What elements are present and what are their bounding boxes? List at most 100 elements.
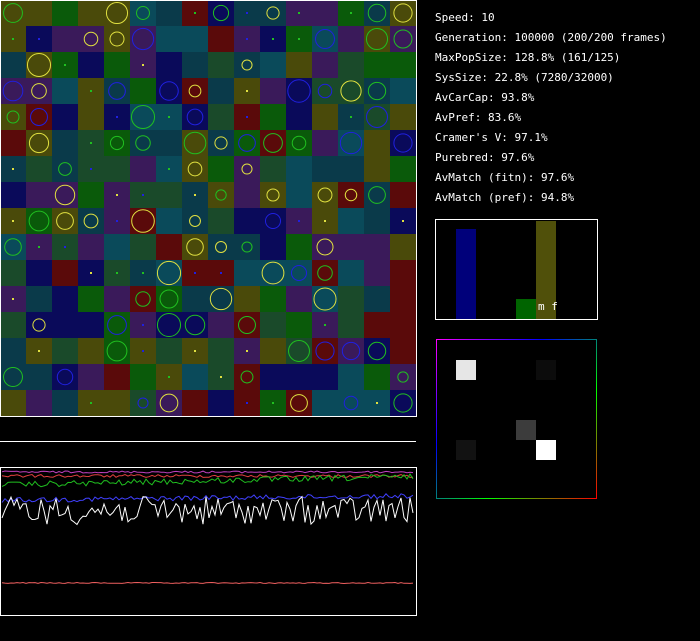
creature bbox=[28, 132, 50, 154]
food bbox=[194, 272, 196, 274]
creature bbox=[156, 312, 182, 338]
creature bbox=[137, 397, 149, 409]
food bbox=[298, 220, 300, 222]
cell bbox=[234, 52, 260, 78]
cell bbox=[260, 338, 286, 364]
cell bbox=[364, 234, 390, 260]
gene-label: m f bbox=[538, 300, 558, 313]
cell bbox=[52, 130, 78, 156]
food bbox=[38, 246, 40, 248]
food bbox=[402, 220, 404, 222]
cell bbox=[0, 130, 26, 156]
food bbox=[324, 324, 326, 326]
creature bbox=[366, 106, 388, 128]
cell bbox=[364, 286, 390, 312]
cell bbox=[130, 104, 156, 130]
cell bbox=[104, 390, 130, 416]
food bbox=[64, 246, 66, 248]
cell bbox=[104, 234, 130, 260]
creature bbox=[341, 341, 361, 361]
cell bbox=[26, 312, 52, 338]
cell bbox=[286, 182, 312, 208]
creature bbox=[367, 341, 387, 361]
history-line bbox=[1, 495, 414, 526]
cell bbox=[390, 364, 416, 390]
cell bbox=[0, 182, 26, 208]
history-line bbox=[1, 473, 414, 479]
cell bbox=[156, 0, 182, 26]
cell bbox=[182, 78, 208, 104]
creature bbox=[266, 6, 280, 20]
cell bbox=[338, 286, 364, 312]
creature bbox=[131, 27, 155, 51]
cell bbox=[312, 156, 338, 182]
creature bbox=[159, 81, 179, 101]
cell bbox=[130, 130, 156, 156]
cell bbox=[52, 26, 78, 52]
cell bbox=[390, 312, 416, 338]
cell bbox=[364, 130, 390, 156]
cell bbox=[338, 182, 364, 208]
cell bbox=[208, 156, 234, 182]
cell bbox=[260, 312, 286, 338]
cell bbox=[234, 182, 260, 208]
cell bbox=[78, 364, 104, 390]
food bbox=[194, 350, 196, 352]
cell bbox=[364, 260, 390, 286]
creature bbox=[186, 238, 204, 256]
creature bbox=[105, 1, 129, 25]
cell bbox=[234, 286, 260, 312]
stat-line: AvMatch (fitn): 97.6% bbox=[435, 171, 574, 184]
creature bbox=[315, 29, 335, 49]
creature bbox=[56, 368, 74, 386]
creature bbox=[109, 135, 125, 151]
cell bbox=[312, 26, 338, 52]
cell bbox=[182, 52, 208, 78]
cell bbox=[78, 104, 104, 130]
cell bbox=[364, 208, 390, 234]
cell bbox=[312, 260, 338, 286]
cell bbox=[26, 104, 52, 130]
history-line bbox=[1, 493, 414, 503]
creature bbox=[367, 81, 387, 101]
stat-line: AvMatch (pref): 94.8% bbox=[435, 191, 574, 204]
cell bbox=[104, 338, 130, 364]
cell bbox=[52, 312, 78, 338]
cell bbox=[182, 234, 208, 260]
creature bbox=[32, 318, 46, 332]
creature bbox=[317, 187, 333, 203]
creature bbox=[264, 212, 282, 230]
cell bbox=[260, 234, 286, 260]
stat-line: Cramer's V: 97.1% bbox=[435, 131, 548, 144]
stat-line: Purebred: 97.6% bbox=[435, 151, 535, 164]
creature bbox=[266, 188, 280, 202]
cell bbox=[286, 364, 312, 390]
cell bbox=[312, 130, 338, 156]
food bbox=[12, 168, 14, 170]
cell bbox=[26, 286, 52, 312]
creature bbox=[131, 209, 155, 233]
cell bbox=[208, 286, 234, 312]
creature bbox=[315, 341, 335, 361]
creature bbox=[108, 82, 126, 100]
creature bbox=[313, 287, 337, 311]
food bbox=[194, 12, 196, 14]
cell bbox=[0, 104, 26, 130]
cell bbox=[182, 312, 208, 338]
cell bbox=[26, 0, 52, 26]
cell bbox=[52, 208, 78, 234]
creature bbox=[31, 83, 47, 99]
cell bbox=[260, 0, 286, 26]
cell bbox=[26, 78, 52, 104]
cell bbox=[390, 52, 416, 78]
creature bbox=[54, 184, 76, 206]
cell bbox=[78, 208, 104, 234]
heat-cell bbox=[516, 420, 536, 440]
cell bbox=[260, 104, 286, 130]
creature bbox=[3, 3, 23, 23]
cell bbox=[52, 104, 78, 130]
stats-panel: Speed: 10 Generation: 100000 (200/200 fra… bbox=[435, 11, 667, 204]
creature bbox=[367, 3, 387, 23]
cell bbox=[390, 156, 416, 182]
